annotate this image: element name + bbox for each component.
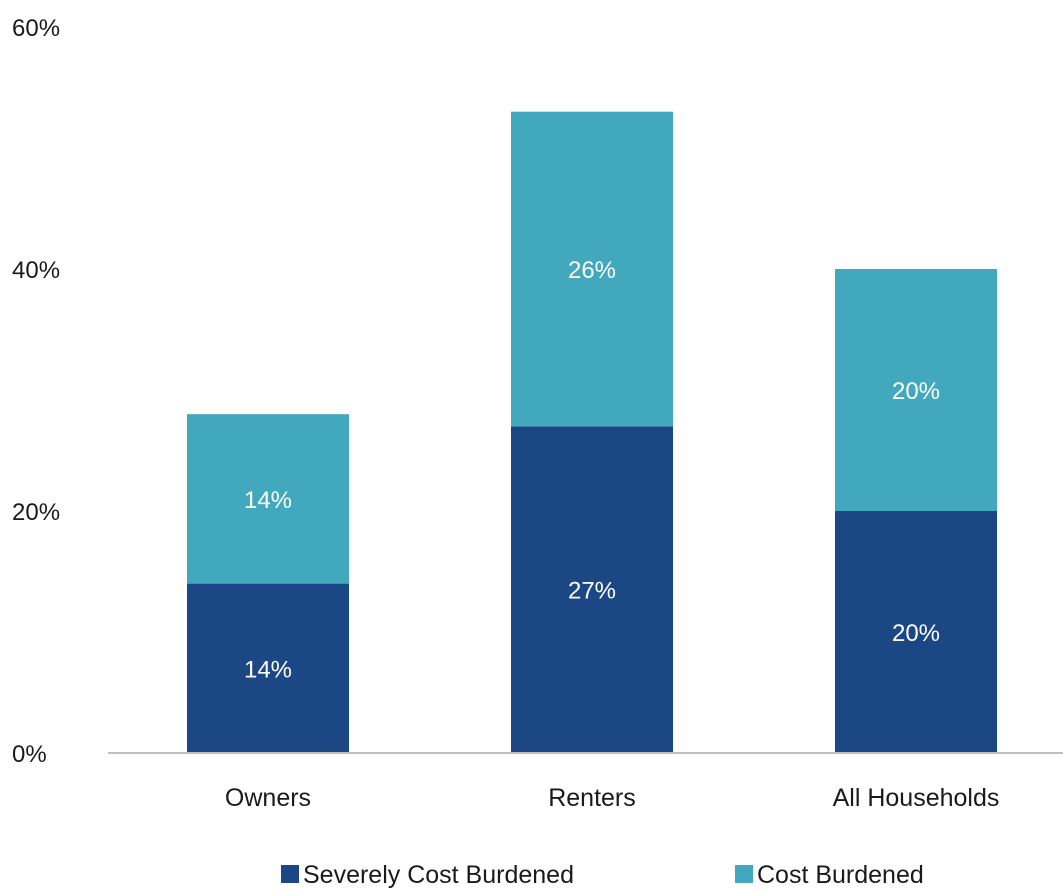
bar-segment (835, 269, 997, 511)
y-axis-tick-labels: 0% 20% 40% 60% (12, 15, 60, 768)
bar-segments (187, 111, 997, 753)
data-label: 14% (244, 487, 292, 514)
bar-data-labels: 14% 14% 27% 26% 20% 20% (244, 257, 940, 683)
bar-segment (187, 583, 349, 753)
y-tick-label: 60% (12, 15, 60, 42)
data-label: 20% (892, 620, 940, 647)
legend-swatch (281, 865, 299, 883)
data-label: 14% (244, 656, 292, 683)
y-tick-label: 20% (12, 499, 60, 526)
x-category-label: Renters (548, 784, 636, 812)
legend-swatch (735, 865, 753, 883)
legend-label: Cost Burdened (757, 861, 924, 889)
bar-segment (835, 511, 997, 753)
x-category-label: Owners (225, 784, 311, 812)
data-label: 27% (568, 578, 616, 605)
data-label: 20% (892, 378, 940, 405)
x-category-label: All Households (833, 784, 1000, 812)
bar-segment (511, 426, 673, 753)
data-label: 26% (568, 257, 616, 284)
y-tick-label: 40% (12, 257, 60, 284)
legend-item: Cost Burdened (735, 861, 924, 889)
bar-segment (187, 414, 349, 584)
legend: Severely Cost Burdened Cost Burdened (281, 861, 924, 889)
bar-segment (511, 111, 673, 427)
x-axis-category-labels: Owners Renters All Households (225, 784, 999, 812)
y-tick-label: 0% (12, 741, 47, 768)
legend-label: Severely Cost Burdened (303, 861, 574, 889)
legend-item: Severely Cost Burdened (281, 861, 574, 889)
